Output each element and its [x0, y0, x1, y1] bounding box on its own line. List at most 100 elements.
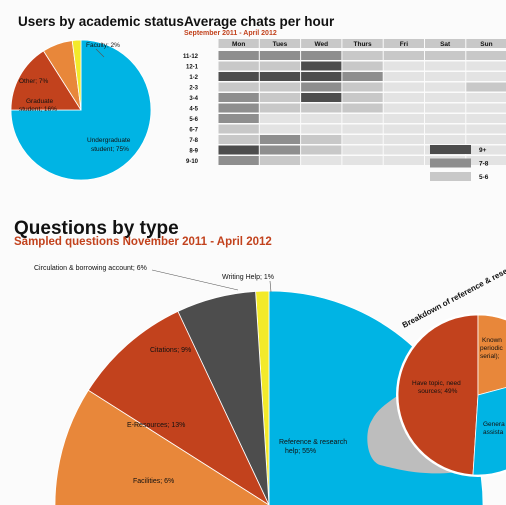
heatmap-day-label: Tues [273, 41, 288, 48]
heatmap-day-label: Thurs [354, 41, 372, 48]
heatmap-day-label: Mon [232, 41, 245, 48]
grad-label-1: Graduate [26, 98, 53, 105]
heatmap-cell [425, 124, 466, 134]
heatmap-hour-label: 2-3 [189, 86, 198, 92]
heatmap-cell [259, 72, 301, 81]
heatmap-cell [383, 124, 424, 134]
heatmap-hour-label: 7-8 [189, 138, 198, 144]
heatmap-hour-label: 9-10 [186, 159, 199, 165]
heatmap-day-label: Sun [480, 41, 492, 48]
heatmap-cell [466, 156, 506, 165]
heatmap-cell [342, 114, 383, 123]
heatmap-day-label: Sat [440, 41, 451, 48]
writing-label: Writing Help; 1% [222, 274, 274, 281]
heatmap-day-label: Wed [314, 41, 328, 48]
heatmap-cell [425, 103, 466, 113]
circulation-label: Circulation & borrowing account; 6% [34, 265, 147, 272]
heatmap-cell [218, 82, 259, 92]
heatmap-hour-label: 4-5 [189, 107, 198, 113]
known-label-3: serial); [480, 353, 500, 360]
heatmap-cell [259, 93, 301, 102]
heatmap-cell [466, 145, 506, 155]
heatmap-hour-label: 3-4 [189, 96, 198, 102]
heatmap-cell [466, 72, 506, 81]
heatmap-col-header [301, 39, 342, 48]
status-chart-title: Users by academic status [18, 14, 184, 29]
topic-label-2: sources; 49% [418, 388, 458, 395]
heatmap-cell [466, 82, 506, 92]
general-label-1: Genera [483, 421, 505, 428]
heatmap-hour-label: 8-9 [189, 149, 198, 155]
heatmap-cell [425, 93, 466, 102]
heatmap-subtitle: September 2011 - April 2012 [184, 30, 277, 37]
heatmap-cell [342, 156, 383, 165]
heatmap-cell [425, 51, 466, 60]
heatmap-hour-label: 11-12 [183, 54, 199, 60]
heatmap-col-header [342, 39, 383, 48]
eresources-label: E-Resources; 13% [127, 422, 185, 429]
slice-faculty [71, 39, 82, 111]
heatmap-cell [466, 93, 506, 102]
heatmap-cell [218, 145, 259, 155]
heatmap-cell [218, 72, 259, 81]
heatmap-cell [383, 51, 424, 60]
heatmap-hour-label: 12-1 [186, 65, 199, 71]
heatmap-cell [342, 72, 383, 81]
heatmap-cell [383, 156, 424, 165]
heatmap-cell [218, 124, 259, 134]
heatmap-cell [301, 124, 342, 134]
heatmap-cell [301, 72, 342, 81]
heatmap-cell [425, 114, 466, 123]
legend-label: 9+ [479, 147, 487, 154]
heatmap-cell [259, 103, 301, 113]
faculty-leader [95, 48, 105, 58]
slice-graduate [10, 50, 82, 111]
heatmap-cell [259, 61, 301, 71]
heatmap-cell [425, 61, 466, 71]
legend-swatch [430, 145, 471, 154]
heatmap-cell [466, 114, 506, 123]
heatmap-cell [383, 93, 424, 102]
heatmap-cell [218, 114, 259, 123]
heatmap-cell [218, 156, 259, 165]
slice-eresources [54, 389, 270, 505]
known-label-2: periodic [480, 345, 504, 352]
heatmap-cell [466, 103, 506, 113]
heatmap-cell [342, 93, 383, 102]
heatmap-cell [301, 135, 342, 144]
heatmap-cell [259, 156, 301, 165]
heatmap-col-header [466, 39, 506, 48]
heatmap-cell [342, 82, 383, 92]
heatmap-cell [342, 103, 383, 113]
legend-swatch [430, 158, 471, 168]
heatmap-cell [342, 61, 383, 71]
general-label-2: assista [483, 429, 504, 436]
heatmap-cell [301, 51, 342, 60]
heatmap-cell [342, 51, 383, 60]
heatmap-cell [218, 61, 259, 71]
heatmap-col-header [383, 39, 424, 48]
heatmap-cell [259, 114, 301, 123]
types-pie-labels: Circulation & borrowing account; 6% Writ… [34, 265, 347, 485]
heatmap-cell [383, 145, 424, 155]
citations-label: Citations; 9% [150, 347, 191, 354]
heatmap-cell [259, 124, 301, 134]
heatmap: Mon Tues Wed Thurs Fri Sat Sun 11-12 12-1 1-2 2-3 3… [183, 39, 506, 181]
heatmap-day-label: Fri [400, 41, 409, 48]
heatmap-cell [218, 93, 259, 102]
heatmap-hour-label: 6-7 [189, 128, 198, 134]
heatmap-col-header [259, 39, 301, 48]
heatmap-cell [259, 145, 301, 155]
other-label: Other; 7% [19, 78, 48, 85]
legend-swatch [430, 172, 471, 181]
legend-label: 7-8 [479, 161, 489, 168]
heatmap-hour-label: 1-2 [189, 75, 198, 81]
heatmap-cell [301, 82, 342, 92]
heatmap-cell [383, 72, 424, 81]
heatmap-cell [301, 145, 342, 155]
status-pie-labels: Faculty; 2% Other; 7% Graduate student; … [19, 42, 131, 153]
heatmap-cell [383, 135, 424, 144]
heatmap-cell [301, 156, 342, 165]
heatmap-cell [466, 135, 506, 144]
types-chart-title: Questions by type [14, 218, 179, 239]
